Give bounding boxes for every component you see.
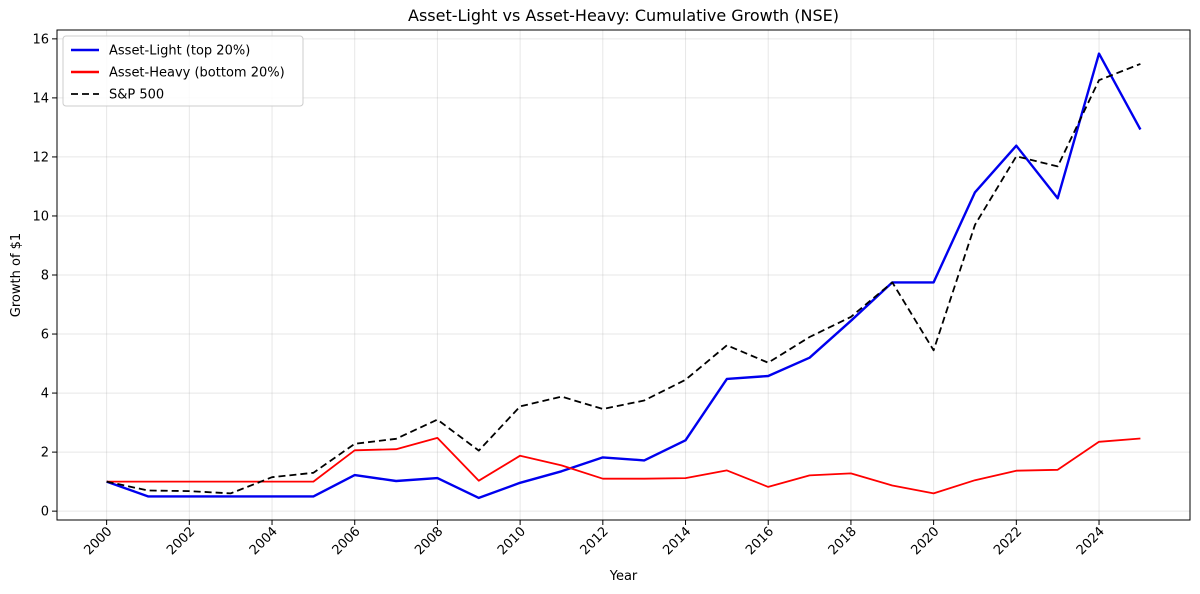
series-line-1 (106, 52, 1142, 500)
x-tick-label: 2012 (578, 524, 612, 558)
y-tick-label: 12 (32, 150, 49, 165)
series-line-3 (106, 63, 1141, 495)
y-tick-label: 10 (32, 209, 49, 224)
series-line-2 (106, 436, 1141, 495)
grid (57, 30, 1190, 520)
x-axis-label: Year (609, 569, 638, 584)
legend-label: Asset-Light (top 20%) (109, 44, 250, 59)
legend-label: S&P 500 (109, 88, 164, 103)
y-axis-label: Growth of $1 (9, 233, 24, 317)
y-tick-label: 8 (41, 269, 49, 284)
x-tick-label: 2024 (1074, 524, 1108, 558)
legend: Asset-Light (top 20%) Asset-Heavy (bottom… (62, 35, 304, 107)
chart-title: Asset-Light vs Asset-Heavy: Cumulative G… (408, 6, 839, 25)
x-tick-label: 2004 (247, 524, 281, 558)
y-tick-label: 2 (41, 446, 49, 461)
x-tick-label: 2002 (164, 524, 198, 558)
x-tick-label: 2020 (908, 524, 942, 558)
x-tick-label: 2000 (81, 524, 115, 558)
x-tick-label: 2006 (330, 524, 364, 558)
y-axis-ticks: 0 2 4 6 8 10 12 14 16 (32, 32, 57, 520)
x-tick-label: 2022 (991, 524, 1025, 558)
y-tick-label: 6 (41, 328, 49, 343)
y-tick-label: 4 (41, 387, 49, 402)
x-tick-label: 2010 (495, 524, 529, 558)
x-tick-label: 2008 (412, 524, 446, 558)
x-axis-ticks: 2000 2002 2004 2006 2008 2010 2012 2014 2016 2018… (81, 520, 1108, 558)
x-tick-label: 2014 (660, 524, 694, 558)
x-tick-label: 2018 (826, 524, 860, 558)
legend-box (62, 35, 304, 107)
series-lines (106, 52, 1142, 500)
y-tick-label: 16 (32, 32, 49, 47)
x-tick-label: 2016 (743, 524, 777, 558)
y-tick-label: 14 (32, 91, 49, 106)
legend-label: Asset-Heavy (bottom 20%) (109, 66, 285, 81)
y-tick-label: 0 (41, 505, 49, 520)
